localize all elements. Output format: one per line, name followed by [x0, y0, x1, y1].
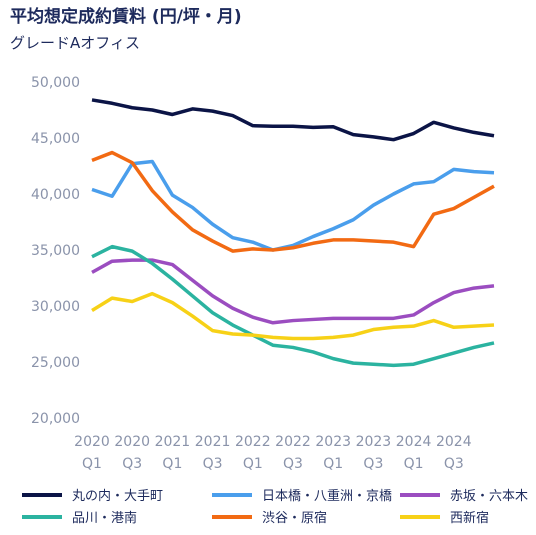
line	[91, 159, 495, 252]
line	[91, 244, 495, 368]
x-tick-label: 2022 Q1	[235, 434, 271, 472]
x-tick-label: 2021 Q3	[195, 434, 231, 472]
legend-label: 品川・港南	[72, 510, 137, 526]
legend-label: 丸の内・大手町	[72, 488, 163, 504]
x-tick-label: 2023 Q1	[315, 434, 351, 472]
legend-label: 渋谷・原宿	[262, 510, 327, 526]
line	[91, 150, 495, 253]
x-tick-label: 2024 Q3	[436, 434, 472, 472]
line	[91, 291, 495, 341]
y-tick-label: 20,000	[31, 411, 80, 427]
x-tick-label: 2020 Q3	[114, 434, 150, 472]
y-tick-label: 50,000	[31, 75, 80, 91]
chart-subtitle: グレードAオフィス	[10, 34, 140, 52]
y-tick-label: 35,000	[31, 243, 80, 259]
line	[91, 258, 495, 325]
y-tick-label: 45,000	[31, 131, 80, 147]
y-tick-label: 25,000	[31, 355, 80, 371]
x-tick-label: 2020 Q1	[74, 434, 110, 472]
y-tick-label: 40,000	[31, 187, 80, 203]
x-tick-label: 2021 Q1	[155, 434, 191, 472]
x-tick-label: 2023 Q3	[356, 434, 392, 472]
x-tick-label: 2022 Q3	[275, 434, 311, 472]
x-tick-label: 2024 Q1	[396, 434, 432, 472]
y-tick-label: 30,000	[31, 299, 80, 315]
legend-label: 日本橋・八重洲・京橋	[262, 488, 392, 504]
chart-title: 平均想定成約賃料 (円/坪・月)	[10, 6, 242, 27]
legend-label: 赤坂・六本木	[450, 489, 528, 504]
legend-label: 西新宿	[450, 510, 489, 526]
line	[91, 98, 495, 142]
